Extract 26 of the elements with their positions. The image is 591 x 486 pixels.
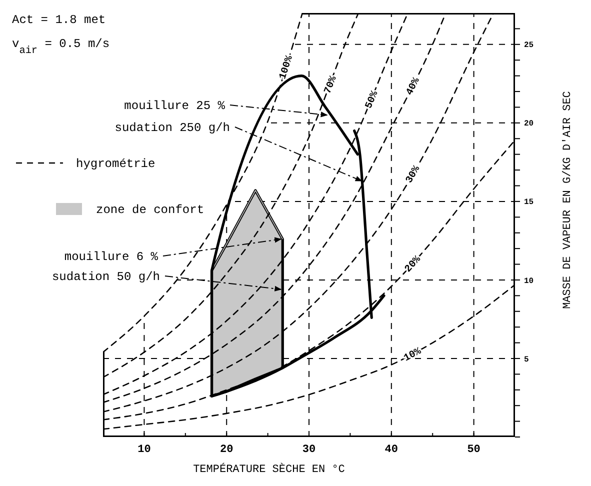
x-tick-label: 10 (138, 444, 151, 456)
y-tick-label: 10 (524, 276, 534, 286)
legend-label: zone de confort (96, 203, 204, 218)
annotation: mouillure 6 % (64, 250, 159, 264)
x-tick-label: 40 (384, 444, 398, 456)
y-tick-label: 20 (524, 120, 534, 129)
annotation: Act = 1.8 met (12, 13, 106, 27)
text: 40% (404, 76, 423, 98)
x-tick-label: 30 (302, 444, 316, 456)
x-axis-title: TEMPÉRATURE SÈCHE EN °C (193, 462, 346, 476)
annotation: sudation 250 g/h (114, 121, 230, 136)
y-tick-label: 15 (524, 198, 534, 208)
text: 50% (364, 90, 382, 111)
y-tick-label: 5 (524, 355, 529, 364)
annotation: hygrométrie (76, 157, 156, 172)
annotation: sudation 50 g/h (52, 270, 160, 284)
text: 10% (402, 346, 424, 365)
text: 20% (403, 254, 424, 276)
y-tick-label: 25 (524, 41, 534, 50)
text: 70% (323, 74, 340, 96)
annotation: v$_{air}$ = 0.5 m/s (12, 37, 110, 56)
x-tick-label: 20 (220, 444, 234, 456)
x-tick-label: 50 (467, 444, 480, 456)
y-axis-title: MASSE DE VAPEUR EN G/KG D'AIR SEC (562, 90, 574, 309)
annotation: mouillure 25 % (124, 99, 226, 114)
text: 100% (278, 54, 296, 81)
